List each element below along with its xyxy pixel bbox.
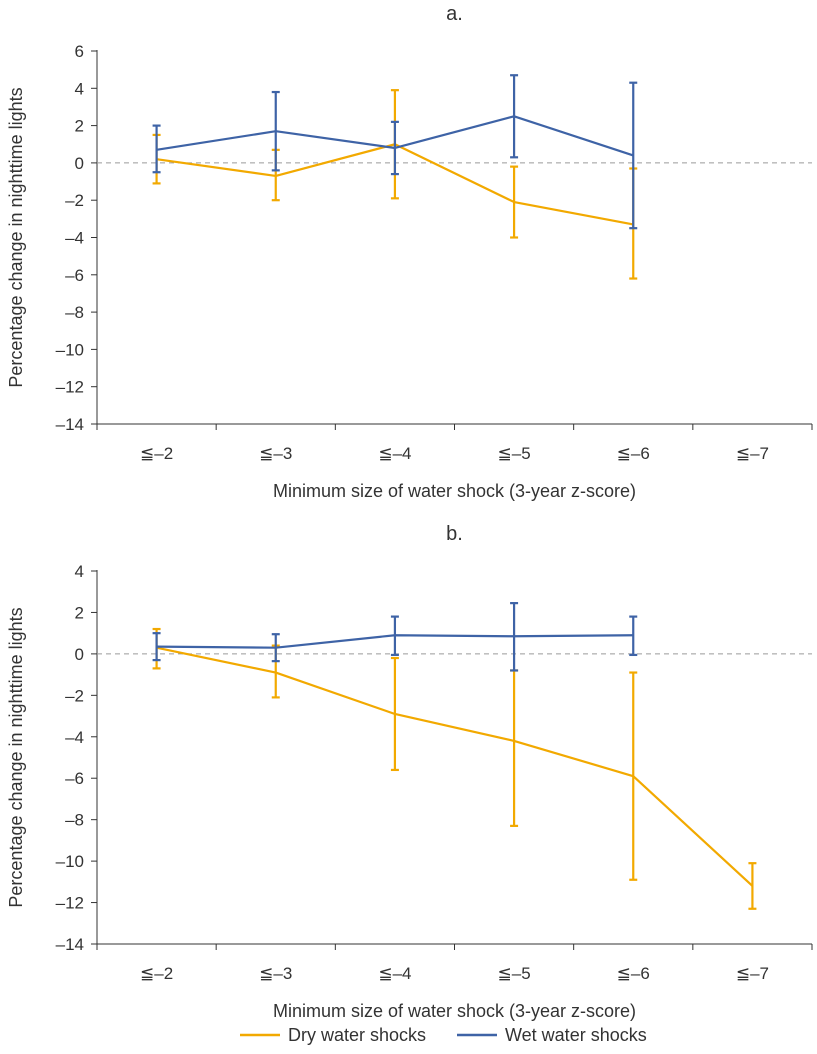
x-tick-label: ≦–7 [736, 444, 769, 463]
wet-series [152, 602, 638, 672]
legend-label-dry: Dry water shocks [288, 1025, 426, 1045]
x-axis-label: Minimum size of water shock (3-year z-sc… [273, 1001, 636, 1021]
x-tick-label: ≦–2 [140, 964, 173, 983]
y-tick-label: –14 [56, 415, 84, 434]
x-tick-label: ≦–3 [259, 964, 292, 983]
dry-series [152, 627, 757, 910]
y-tick-label: –6 [65, 769, 84, 788]
y-tick-label: –14 [56, 935, 84, 954]
x-tick-label: ≦–4 [378, 444, 411, 463]
y-tick-label: –12 [56, 378, 84, 397]
x-tick-label: ≦–5 [498, 964, 531, 983]
y-tick-label: –4 [65, 229, 84, 248]
y-tick-label: 6 [75, 42, 84, 61]
x-tick-label: ≦–3 [259, 444, 292, 463]
y-tick-label: 0 [75, 645, 84, 664]
y-tick-label: –12 [56, 894, 84, 913]
x-tick-label: ≦–2 [140, 444, 173, 463]
y-tick-label: –10 [56, 340, 84, 359]
y-tick-label: –4 [65, 728, 84, 747]
x-tick-label: ≦–7 [736, 964, 769, 983]
chart-panel-b: b. 4 2 0 –2 –4 –6 –8 –10 –12 –14 ≦–2 ≦–3 ≦–4 ≦–5 ≦–6 ≦–7… [6, 523, 813, 1021]
y-tick-label: –8 [65, 811, 84, 830]
y-axis-label: Percentage change in nighttime lights [6, 87, 26, 387]
y-tick-label: 4 [75, 562, 84, 581]
y-tick-label: 2 [75, 603, 84, 622]
chart-title: b. [446, 523, 463, 545]
y-tick-label: –8 [65, 303, 84, 322]
wet-series [152, 74, 638, 230]
x-tick-label: ≦–4 [378, 964, 411, 983]
x-axis-label: Minimum size of water shock (3-year z-sc… [273, 481, 636, 501]
x-tick-label: ≦–6 [617, 964, 650, 983]
legend-label-wet: Wet water shocks [505, 1025, 647, 1045]
y-tick-label: –10 [56, 852, 84, 871]
y-axis-label: Percentage change in nighttime lights [6, 607, 26, 907]
chart-panel-a: a. 6 4 2 0 –2 –4 –6 –8 –10 –12 –14 ≦–2 ≦–3 ≦–4 ≦–5 ≦–6 ≦–… [6, 3, 813, 501]
y-tick-label: –6 [65, 266, 84, 285]
y-tick-label: 2 [75, 117, 84, 136]
y-tick-label: 0 [75, 154, 84, 173]
x-tick-label: ≦–5 [498, 444, 531, 463]
chart-title: a. [446, 3, 463, 25]
y-tick-label: –2 [65, 191, 84, 210]
x-tick-label: ≦–6 [617, 444, 650, 463]
legend: Dry water shocks Wet water shocks [240, 1025, 647, 1045]
series-line [156, 646, 754, 887]
y-tick-label: –2 [65, 686, 84, 705]
dry-series [152, 89, 638, 280]
y-tick-label: 4 [75, 79, 84, 98]
